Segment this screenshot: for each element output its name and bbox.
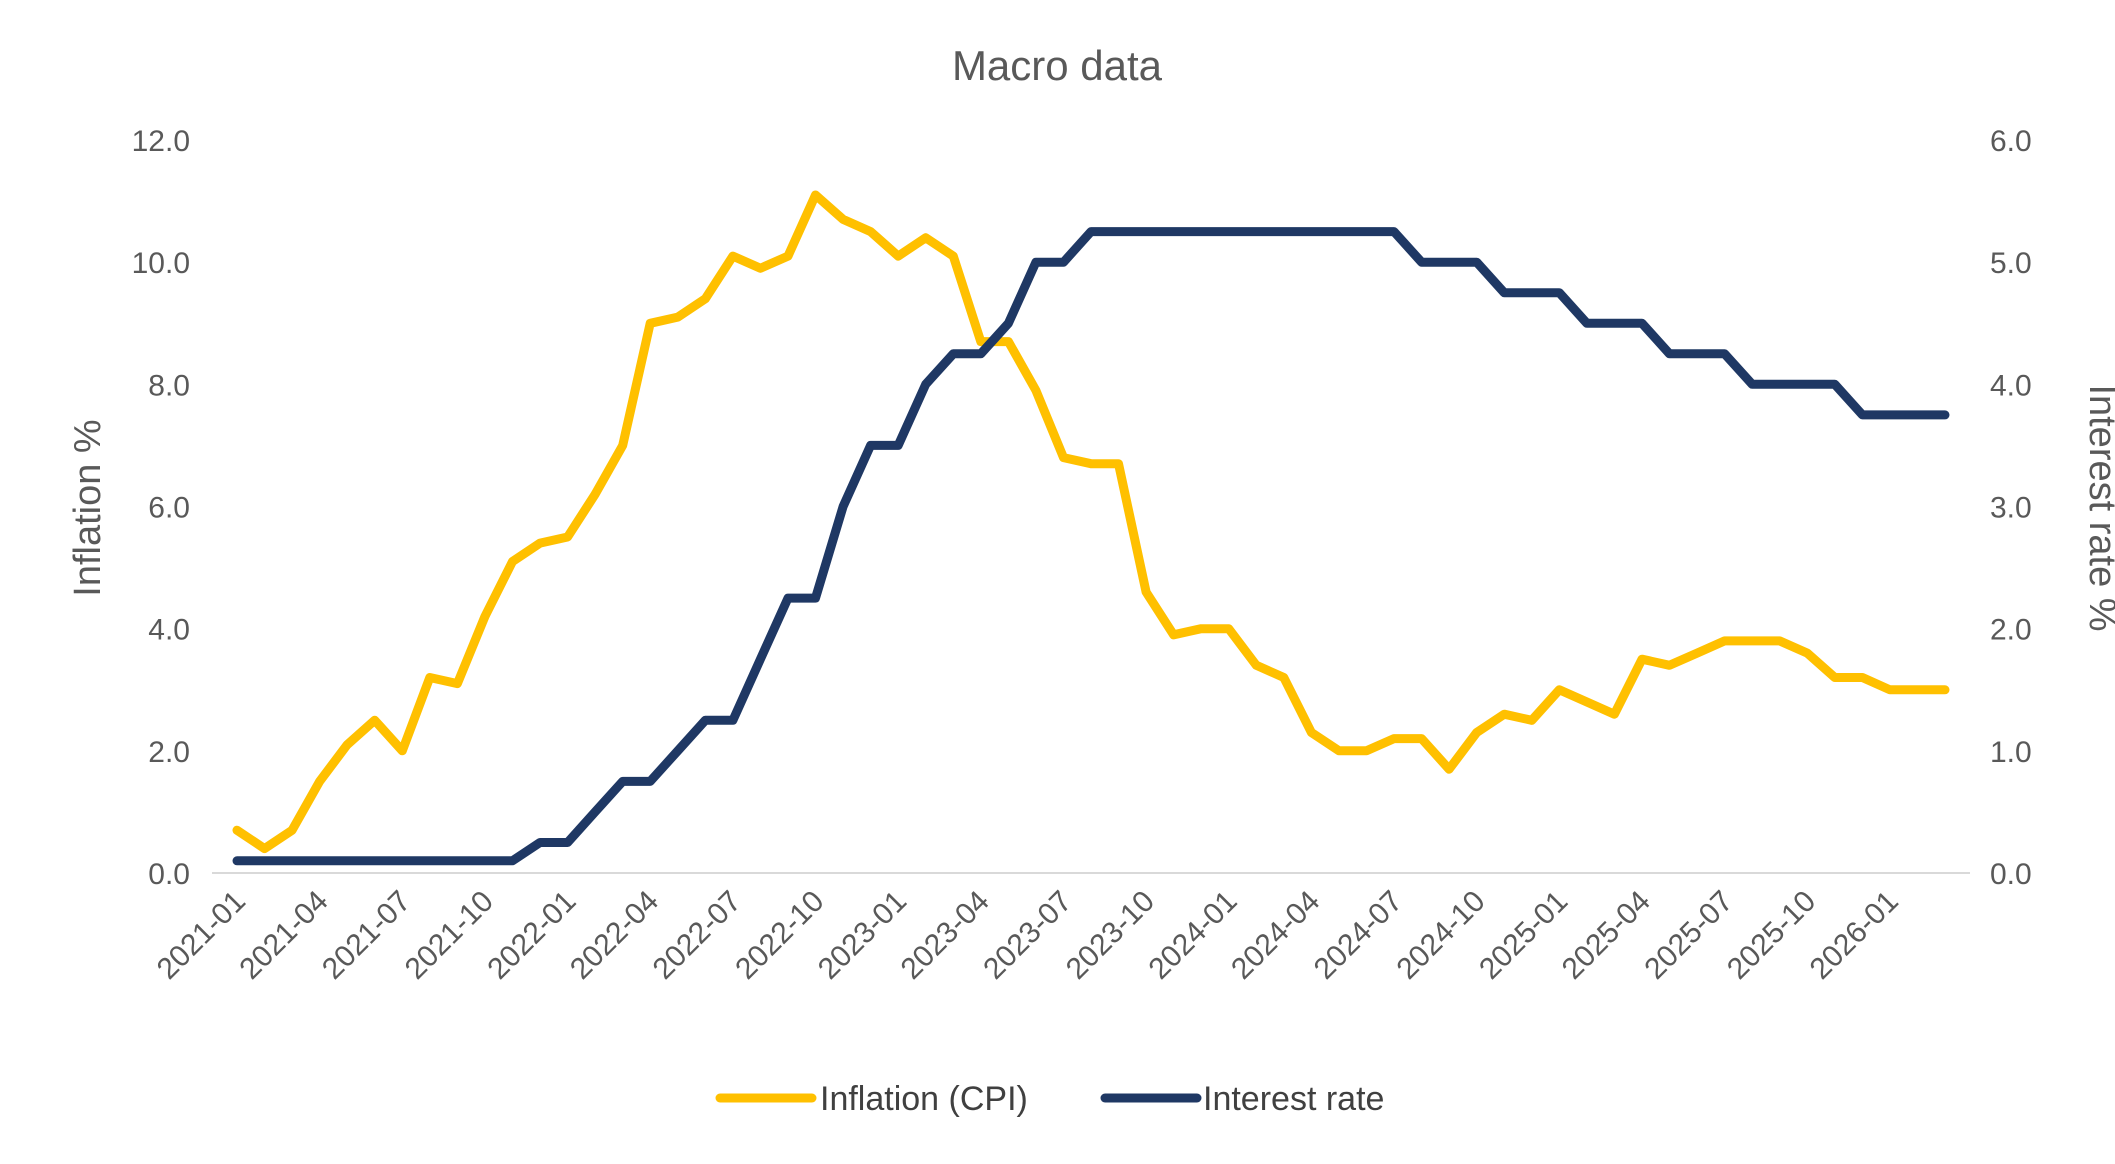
legend-label-interest-rate: Interest rate [1203,1080,1384,1118]
y-right-tick-label: 1.0 [1990,736,2032,769]
x-tick-label: 2023-01 [812,885,913,986]
x-tick-label: 2024-04 [1225,885,1326,986]
y-left-tick-label: 2.0 [148,736,190,769]
x-tick-label: 2022-07 [647,885,748,986]
y-axis-left-title: Inflation % [67,419,109,596]
y-left-tick-label: 12.0 [132,125,190,158]
x-tick-label: 2022-10 [729,885,830,986]
y-left-tick-label: 6.0 [148,492,190,525]
y-right-tick-label: 5.0 [1990,247,2032,280]
x-tick-label: 2026-01 [1804,885,1905,986]
x-tick-label: 2023-10 [1060,885,1161,986]
x-tick-label: 2023-04 [895,885,996,986]
y-right-tick-label: 2.0 [1990,614,2032,647]
x-tick-label: 2021-04 [233,885,334,986]
x-tick-label: 2025-04 [1556,885,1657,986]
x-tick-label: 2025-07 [1638,885,1739,986]
x-tick-label: 2021-10 [399,885,500,986]
x-tick-label: 2021-01 [151,885,252,986]
legend: Inflation (CPI) Interest rate [715,1080,1384,1118]
x-tick-label: 2023-07 [977,885,1078,986]
y-right-tick-label: 6.0 [1990,125,2032,158]
y-left-tick-label: 0.0 [148,858,190,891]
series-line-interest-rate [232,227,1950,866]
x-tick-label: 2024-01 [1142,885,1243,986]
x-tick-label: 2022-01 [481,885,582,986]
y-right-tick-label: 0.0 [1990,858,2032,891]
y-left-tick-label: 4.0 [148,614,190,647]
series-line-inflation-cpi [232,190,1950,854]
left-axis-ticks: 0.0 2.0 4.0 6.0 8.0 10.0 12.0 [132,125,190,891]
legend-label-inflation: Inflation (CPI) [820,1080,1028,1118]
x-tick-label: 2025-01 [1473,885,1574,986]
chart-title: Macro data [952,42,1163,89]
series-layer [232,190,1950,866]
x-tick-label: 2024-10 [1390,885,1491,986]
x-tick-label: 2021-07 [316,885,417,986]
x-tick-label: 2024-07 [1308,885,1409,986]
y-right-tick-label: 3.0 [1990,492,2032,525]
right-axis-ticks: 0.0 1.0 2.0 3.0 4.0 5.0 6.0 [1990,125,2032,891]
x-tick-label: 2022-04 [564,885,665,986]
x-axis-ticks: 2021-012021-042021-072021-102022-012022-… [151,885,1905,986]
y-left-tick-label: 10.0 [132,247,190,280]
y-right-tick-label: 4.0 [1990,369,2032,402]
y-axis-right-title: Interest rate % [2081,384,2115,631]
x-tick-label: 2025-10 [1721,885,1822,986]
y-left-tick-label: 8.0 [148,369,190,402]
